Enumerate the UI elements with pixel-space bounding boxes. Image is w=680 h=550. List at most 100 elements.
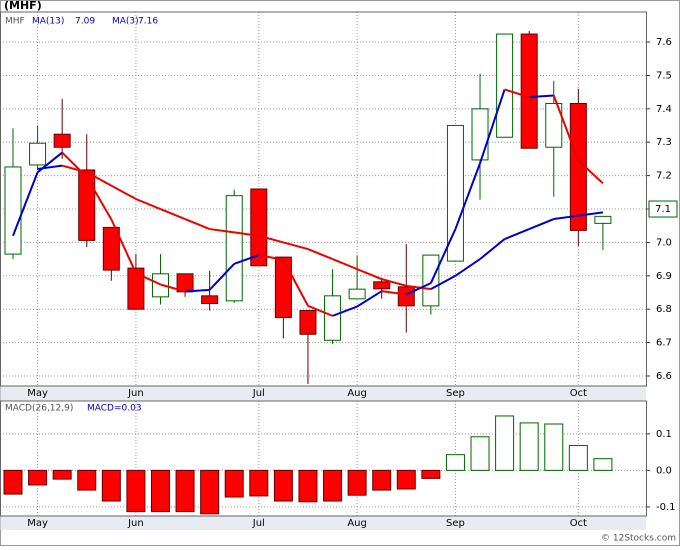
footer: © 12Stocks.com [601,534,676,544]
x-tick-label: May [27,388,48,399]
month-strip [0,386,646,401]
chart-title: (MHF) [4,0,42,12]
x-tick-label: Oct [570,388,587,399]
ma-segment [307,248,333,261]
candle-body [446,125,464,262]
y-tick-label: 7.6 [656,37,672,48]
y-tick-label: 7.4 [656,104,672,115]
ma-segment [208,263,235,291]
macd-bar [77,469,97,491]
x-tick-label: Aug [347,518,367,529]
candle-body [225,195,243,302]
macd-bar [298,469,318,503]
candle-body [201,295,219,305]
macd-bar [249,469,269,497]
x-tick-label: Aug [347,388,367,399]
candle-body [250,188,268,267]
legend-value: 7.16 [138,17,158,27]
macd-bar [519,422,539,471]
candle-body [127,267,145,310]
ma-segment [160,208,186,220]
macd-bar [347,469,367,496]
ma-segment [135,198,161,210]
ma-segment [258,234,284,244]
ma-segment [454,258,481,277]
macd-bar [126,469,146,513]
candle-body [102,226,120,271]
candle-body [397,286,415,307]
ma-segment [184,288,210,293]
ma-segment [61,151,88,178]
ma-segment [356,290,383,308]
month-strip [0,516,646,530]
macd-bar [150,469,170,513]
y-tick-label: 6.9 [656,271,672,282]
macd-bar [200,469,220,515]
macd-bar [470,436,490,471]
candle-body [274,256,292,319]
y-tick-label: 6.8 [656,304,672,315]
y-tick-label: 0.1 [656,429,672,440]
ma-segment [429,228,457,284]
macd-bar [175,469,195,513]
ma-segment [110,218,137,274]
legend-value: 7.09 [75,17,95,27]
ma-segment [234,231,259,237]
panel-border [0,11,647,387]
ma-segment [282,259,309,307]
ma-segment [12,171,39,237]
price-box [648,200,678,218]
ma-segment [332,305,358,317]
ma-segment [356,268,383,281]
macd-bar [495,415,515,471]
macd-bar [323,469,343,502]
candle-body [373,281,391,290]
y-tick-label: 6.7 [656,338,672,349]
ma-segment [381,290,407,296]
macd-bar [544,423,564,471]
ma-segment [135,272,161,286]
candle-body [594,215,612,224]
ma-segment [577,159,604,185]
x-tick-label: Jul [252,388,265,399]
x-tick-label: May [27,518,48,529]
last-price: 7.1 [655,204,671,215]
candle-body [422,254,440,307]
macd-bar [372,469,392,491]
candle-body [348,288,366,300]
macd-bar [396,469,416,490]
ma-segment [578,211,604,217]
legend-label: MA(13) [32,17,64,27]
ma-segment [529,94,554,99]
ma-segment [528,218,555,230]
candle-body [545,102,563,148]
ma-segment [258,254,284,261]
ma-segment [504,228,530,240]
y-tick-label: 7.3 [656,137,672,148]
x-tick-label: Jun [127,518,144,529]
ma-segment [307,304,333,317]
panel-border [0,400,647,517]
y-tick-label: 7.0 [656,237,672,248]
legend-label: MA(3) [112,17,139,27]
macd-bar [52,469,72,480]
ma-segment [405,282,432,296]
x-tick-label: Oct [570,518,587,529]
y-tick-label: 6.6 [656,371,672,382]
candle-body [324,295,342,341]
candle-body [176,273,194,293]
ma-segment [552,95,580,161]
ma-segment [454,162,481,230]
macd-value: MACD=0.03 [87,404,142,414]
macd-bar [593,458,613,471]
ma-segment [479,238,506,260]
ma-segment [36,151,63,174]
y-tick-label: -0.1 [656,502,676,513]
ma-segment [553,214,579,221]
candle-body [4,166,22,255]
ma-segment [184,218,211,230]
ma-segment [479,89,506,164]
x-tick-label: Jun [127,388,144,399]
candle-body [78,169,96,241]
